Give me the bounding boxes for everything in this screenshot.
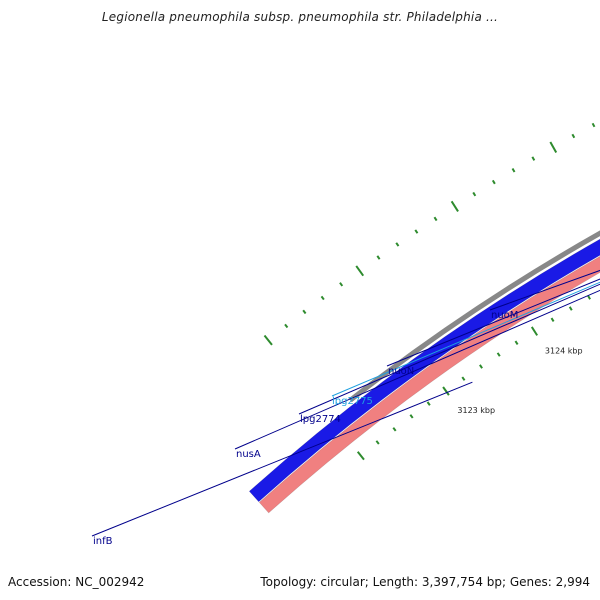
accession-label: Accession: NC_002942 (8, 575, 145, 589)
gene-label-leader (331, 281, 600, 397)
outer-tick-mark (511, 168, 516, 173)
inner-tick-mark (530, 326, 539, 336)
outer-tick-mark (284, 323, 289, 329)
gene-label-leader (489, 269, 600, 311)
inner-tick-mark (356, 451, 365, 461)
inner-tick-mark (550, 317, 555, 322)
gene-label-leader (386, 278, 600, 367)
inner-tick-mark (568, 306, 573, 311)
gene-label-nuoN: nuoN (388, 366, 414, 377)
backbone-ring (348, 230, 600, 403)
reverse-cds-feature (258, 256, 600, 514)
reverse-cds-track (258, 256, 600, 514)
forward-cds-track (248, 238, 600, 503)
gene-label-leader (91, 381, 473, 537)
outer-tick-mark (591, 122, 596, 128)
outer-tick-mark (450, 200, 459, 212)
inner-tick-mark (514, 340, 519, 345)
inner-tick-mark (479, 364, 483, 369)
outer-tick-mark (491, 179, 496, 185)
outer-tick-mark (549, 141, 558, 153)
outer-tick-track (263, 122, 596, 346)
inner-tick-mark (442, 386, 450, 396)
inner-tick-mark (426, 401, 431, 406)
outer-tick-mark (531, 156, 536, 161)
inner-tick-track (356, 295, 591, 461)
gene-label-lpg2775: lpg2775 (332, 396, 373, 407)
outer-tick-mark (395, 242, 400, 247)
gene-labels: infB nusA lpg2774 lpg2775 nuoN nuoM (91, 269, 600, 547)
backbone-arc (348, 230, 600, 403)
outer-tick-mark (376, 255, 381, 260)
page-title: Legionella pneumophila subsp. pneumophil… (101, 10, 499, 24)
outer-tick-mark (414, 229, 419, 234)
inner-tick-mark (496, 352, 501, 357)
outer-tick-mark (433, 216, 438, 222)
outer-tick-mark (472, 191, 477, 197)
outer-tick-mark (571, 133, 576, 139)
genome-summary: Topology: circular; Length: 3,397,754 bp… (260, 575, 590, 589)
gene-label-infB: infB (93, 536, 113, 547)
outer-tick-mark (339, 282, 344, 287)
inner-tick-mark (461, 376, 466, 381)
gene-label-leader (234, 289, 600, 450)
gene-label-lpg2774: lpg2774 (300, 414, 341, 425)
scale-label: 3124 kbp (545, 347, 583, 356)
inner-tick-mark (375, 440, 380, 445)
gene-label-nuoM: nuoM (491, 310, 518, 321)
inner-tick-mark (392, 427, 397, 432)
inner-tick-mark (587, 295, 591, 300)
outer-tick-mark (320, 295, 325, 301)
outer-tick-mark (302, 309, 307, 315)
scale-label: 3123 kbp (457, 406, 495, 415)
gene-label-nusA: nusA (236, 449, 261, 460)
inner-tick-mark (409, 414, 414, 419)
gene-label-leader (298, 283, 600, 415)
outer-tick-mark (355, 265, 365, 277)
outer-tick-mark (263, 334, 273, 346)
forward-cds-feature (248, 238, 600, 503)
